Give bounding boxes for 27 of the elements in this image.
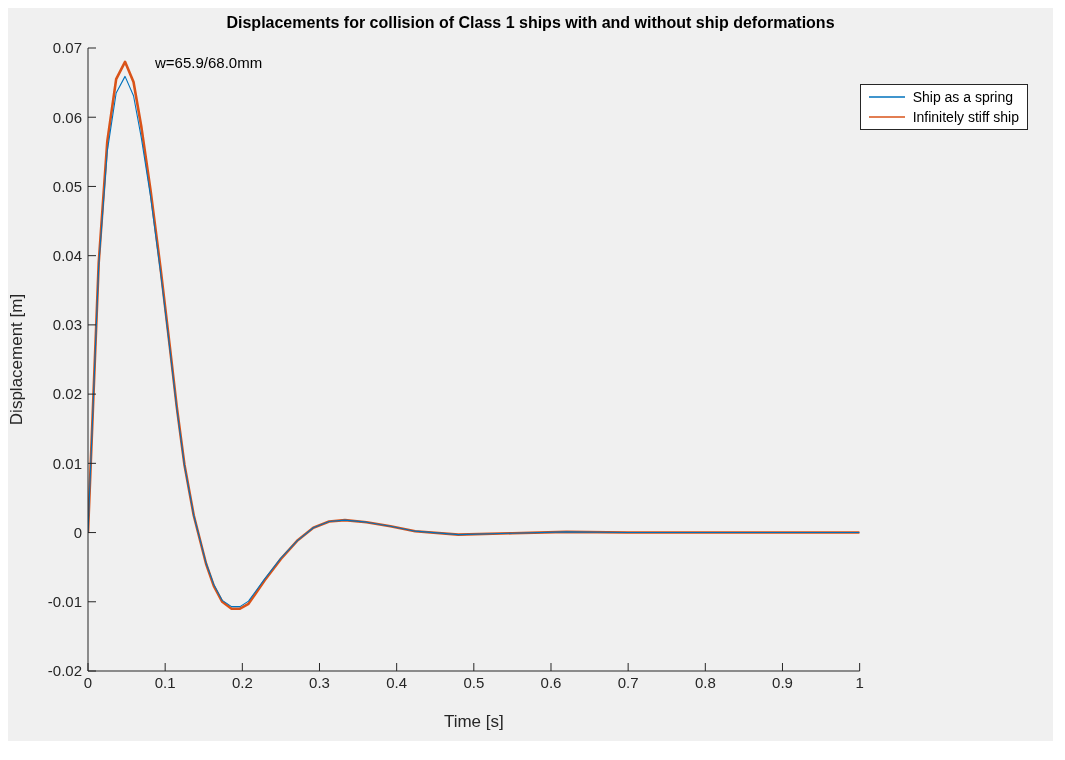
x-axis-title: Time [s] xyxy=(443,712,504,731)
y-tick-label: 0.01 xyxy=(52,454,82,472)
x-tick-label: 1 xyxy=(855,673,864,691)
y-tick-label: 0.02 xyxy=(52,385,82,403)
y-tick-label: 0.06 xyxy=(52,108,82,126)
y-tick-label: 0 xyxy=(73,523,82,541)
x-tick-label: 0.6 xyxy=(540,673,562,691)
x-tick-label: 0.9 xyxy=(772,673,793,691)
chart-title: Displacements for collision of Class 1 ships with and without ship deformations xyxy=(225,13,836,33)
x-tick-label: 0.5 xyxy=(463,673,485,691)
y-axis-title: Displacement [m] xyxy=(7,293,27,426)
legend-label: Ship as a spring xyxy=(912,88,1014,107)
y-tick-label: 0.04 xyxy=(52,246,82,264)
annotation: w=65.9/68.0mm xyxy=(154,54,263,71)
x-tick-label: 0.7 xyxy=(617,673,639,691)
x-tick-label: 0.4 xyxy=(386,673,408,691)
x-tick-label: 0 xyxy=(83,673,93,691)
y-tick-label: -0.02 xyxy=(47,662,82,680)
y-tick-label: 0.03 xyxy=(52,316,82,334)
x-tick-label: 0.2 xyxy=(231,673,253,691)
x-tick-label: 0.8 xyxy=(694,673,716,691)
legend-label: Infinitely stiff ship xyxy=(912,108,1019,127)
y-tick-label: -0.01 xyxy=(47,593,82,611)
x-tick-label: 0.1 xyxy=(154,673,176,691)
y-tick-label: 0.05 xyxy=(52,177,82,195)
y-tick-label: 0.07 xyxy=(52,39,82,57)
x-tick-label: 0.3 xyxy=(309,673,330,691)
